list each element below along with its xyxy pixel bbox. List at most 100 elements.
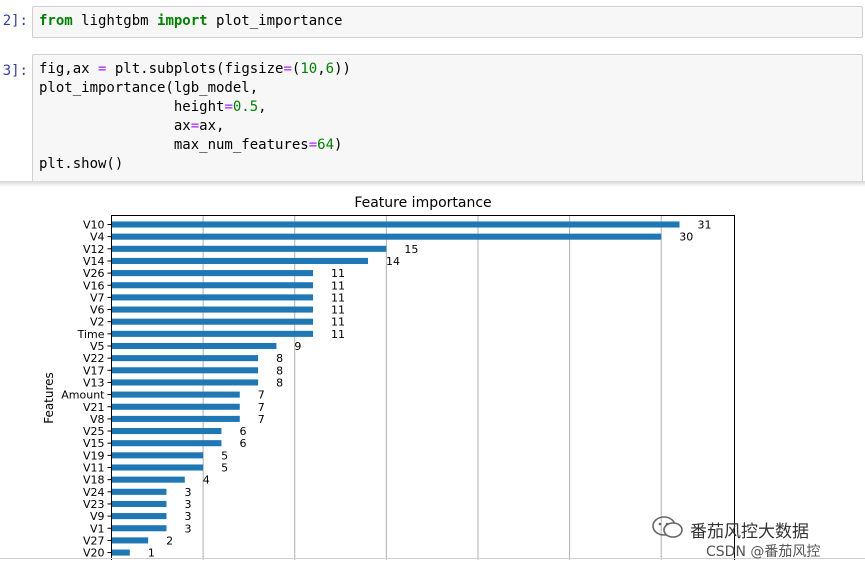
value-label: 5 (221, 449, 228, 462)
value-label: 5 (221, 462, 228, 475)
code-token: = (190, 118, 200, 134)
bar-v2 (111, 318, 314, 325)
code-token: = (283, 61, 292, 77)
value-label: 11 (331, 316, 345, 329)
bar-v24 (111, 488, 167, 495)
code-line: plot_importance(lgb_model, (39, 79, 856, 98)
y-tick-label: V27 (83, 534, 105, 547)
code-cell-1[interactable]: 2]: from lightgbm import plot_importance (0, 0, 865, 46)
code-cell-2[interactable]: 3]: fig,ax = plt.subplots(figsize=(10,6)… (0, 46, 865, 186)
value-label: 1 (148, 547, 155, 560)
bar-v1 (111, 525, 167, 532)
y-tick-labels: V10V4V12V14V26V16V7V6V2TimeV5V22V17V13Am… (61, 219, 112, 560)
y-tick-label: V15 (83, 437, 105, 450)
output-figure: Feature importance Features V10 V4 V12 V14 V… (0, 188, 865, 561)
y-tick-label: V22 (83, 352, 105, 365)
y-tick-label: V10 (83, 219, 105, 232)
bars (111, 221, 680, 556)
code-token: ( (291, 61, 301, 77)
y-tick-label: V20 (83, 547, 105, 560)
bar-v27 (111, 537, 149, 544)
y-tick-label: V18 (83, 474, 105, 487)
y-tick-label: V11 (83, 462, 105, 475)
y-tick-label: V23 (83, 498, 105, 511)
code-token: 0.5 (232, 99, 259, 115)
code-token: 64 (317, 137, 335, 153)
bar-v18 (111, 476, 185, 483)
bar-v21 (111, 403, 240, 410)
value-label: 7 (258, 401, 265, 414)
watermark-source: CSDN @番茄风控 (706, 544, 821, 560)
code-editor[interactable]: fig,ax = plt.subplots(figsize=(10,6)) plo… (32, 54, 863, 182)
value-label: 3 (184, 510, 191, 523)
cell-prompt: 3]: (2, 63, 28, 79)
value-label: 8 (276, 376, 283, 389)
bar-v10 (111, 221, 680, 228)
value-label: 8 (276, 352, 283, 365)
bar-v8 (111, 415, 240, 422)
watermark-brand: 番茄风控大数据 (690, 522, 809, 542)
page-divider (0, 558, 865, 559)
y-tick-label: V13 (83, 376, 105, 389)
code-line: ax=ax, (39, 117, 856, 136)
cell-prompt: 2]: (2, 13, 28, 29)
y-tick-label: V16 (83, 279, 105, 292)
code-line: height=0.5, (39, 98, 856, 117)
code-token: plt.subplots(figsize (106, 61, 284, 77)
code-token: height (39, 99, 225, 115)
bar-time (111, 330, 314, 337)
y-tick-label: V17 (83, 364, 105, 377)
y-tick-label: V24 (83, 486, 105, 499)
y-tick-label: Amount (61, 389, 105, 402)
value-label: 6 (239, 425, 246, 438)
bar-v9 (111, 513, 167, 520)
code-line: max_num_features=64) (39, 136, 856, 155)
y-tick-label: V21 (83, 401, 105, 414)
bar-v22 (111, 355, 259, 362)
bar-v23 (111, 500, 167, 507)
value-label: 14 (386, 255, 400, 268)
value-label: 6 (239, 437, 246, 450)
value-label: 4 (203, 474, 210, 487)
value-label: 11 (331, 328, 345, 341)
code-token: plt.show() (39, 156, 124, 172)
bar-v12 (111, 245, 387, 252)
value-label: 3 (184, 498, 191, 511)
code-token: max_num_features (39, 137, 309, 153)
code-token: fig,ax (39, 61, 99, 77)
y-axis-label: Features (42, 372, 56, 424)
y-tick-label: V5 (90, 340, 105, 353)
wechat-icon (652, 516, 683, 538)
value-label: 11 (331, 304, 345, 317)
bar-v7 (111, 294, 314, 301)
code-token: lightgbm (72, 13, 158, 29)
y-tick-label: V6 (90, 304, 105, 317)
bar-v20 (111, 549, 130, 556)
bar-v5 (111, 342, 277, 350)
y-tick-label: V26 (83, 267, 105, 280)
bar-v17 (111, 367, 259, 374)
bar-v11 (111, 464, 204, 471)
code-token: ax, (199, 118, 225, 134)
bar-v19 (111, 452, 204, 459)
code-line: from lightgbm import plot_importance (39, 12, 856, 31)
code-token: 10 (300, 61, 318, 77)
bar-v6 (111, 306, 314, 313)
value-label: 7 (258, 389, 265, 402)
bar-v13 (111, 379, 259, 386)
code-line: fig,ax = plt.subplots(figsize=(10,6)) (39, 60, 856, 79)
chart-title: Feature importance (354, 195, 491, 211)
y-tick-label: V1 (90, 522, 105, 535)
code-token: = (308, 137, 318, 153)
code-line: plt.show() (39, 155, 856, 174)
code-token: = (224, 99, 233, 115)
value-label: 15 (404, 243, 418, 256)
bar-v4 (111, 233, 662, 240)
y-tick-label: V8 (90, 413, 105, 426)
selected-cell-shadow (0, 181, 865, 187)
code-editor[interactable]: from lightgbm import plot_importance (32, 6, 863, 38)
value-label: 2 (166, 534, 173, 547)
code-token: plot_importance (207, 13, 343, 29)
code-token: = (98, 61, 107, 77)
